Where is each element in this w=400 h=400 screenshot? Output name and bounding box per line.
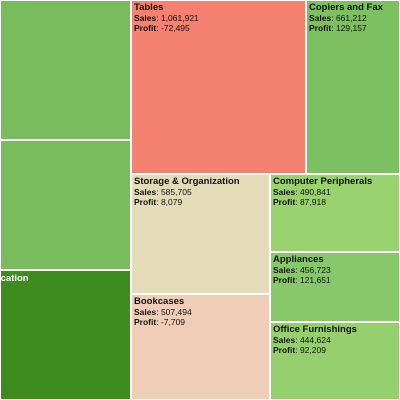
sales-label: Sales [134,13,157,23]
sales-separator: : [331,13,336,23]
profit-label: Profit [273,345,296,355]
tile-profit: Profit: -72,495 [134,23,303,33]
profit-value: -7,709 [160,317,186,327]
sales-value: 1,061,921 [160,13,199,23]
sales-label: Sales [273,265,296,275]
sales-value: 444,624 [299,335,331,345]
profit-label: Profit [273,197,296,207]
sales-separator: : [295,187,300,197]
sales-label: Sales [134,187,157,197]
sales-separator: : [295,265,300,275]
profit-separator: : [156,23,161,33]
sales-separator: : [156,187,161,197]
tile-profit: Profit: 8,079 [134,197,267,207]
tile-sales: Sales: 490,841 [273,187,397,197]
tile-sales: Sales: 456,723 [273,265,397,275]
sales-separator: : [156,13,161,23]
treemap-tile[interactable]: Bookcases Sales: 507,494 Profit: -7,709 [131,294,270,400]
tile-name: Computer Peripherals [273,176,373,187]
profit-label: Profit [134,23,157,33]
tile-sales: Sales: 585,705 [134,187,267,197]
sales-value: 456,723 [299,265,331,275]
tile-name: Office Furnishings [273,324,357,335]
tile-sales: Sales: 661,212 [309,13,397,23]
profit-separator: : [295,197,300,207]
tile-profit: Profit: -7,709 [134,317,267,327]
sales-separator: : [156,307,161,317]
sales-label: Sales [134,307,157,317]
treemap-tile[interactable]: Tables Sales: 1,061,921 Profit: -72,495 [131,0,306,174]
profit-label: Profit [273,275,296,285]
tile-profit: Profit: 121,651 [273,275,397,285]
treemap-tile[interactable]: ication [0,270,131,400]
profit-value: 92,209 [299,345,326,355]
profit-separator: : [295,345,300,355]
sales-value: 585,705 [160,187,192,197]
profit-value: 8,079 [160,197,183,207]
profit-separator: : [331,23,336,33]
tile-name: Storage & Organization [134,176,240,187]
tile-profit: Profit: 92,209 [273,345,397,355]
sales-value: 661,212 [335,13,367,23]
sales-value: 490,841 [299,187,331,197]
tile-name: Copiers and Fax [309,2,383,13]
tile-name: Tables [134,2,164,13]
treemap-tile[interactable]: Copiers and Fax Sales: 661,212 Profit: 129… [306,0,400,174]
sales-label: Sales [273,335,296,345]
sales-value: 507,494 [160,307,192,317]
profit-separator: : [156,197,161,207]
treemap-tile[interactable]: Computer Peripherals Sales: 490,841 Profit… [270,174,400,252]
profit-label: Profit [134,197,157,207]
treemap-tile[interactable]: Storage & Organization Sales: 585,705 Prof… [131,174,270,294]
tile-sales: Sales: 507,494 [134,307,267,317]
profit-separator: : [156,317,161,327]
profit-value: 87,918 [299,197,326,207]
sales-label: Sales [309,13,332,23]
tile-name: Bookcases [134,296,185,307]
tile-profit: Profit: 87,918 [273,197,397,207]
profit-value: -72,495 [160,23,190,33]
treemap-tile[interactable] [0,140,131,270]
treemap-tile[interactable] [0,0,131,140]
tile-name: Appliances [273,254,324,265]
profit-label: Profit [309,23,332,33]
tile-profit: Profit: 129,157 [309,23,397,33]
profit-separator: : [295,275,300,285]
tile-sales: Sales: 444,624 [273,335,397,345]
treemap-tile[interactable]: Appliances Sales: 456,723 Profit: 121,651 [270,252,400,322]
tile-sales: Sales: 1,061,921 [134,13,303,23]
sales-separator: : [295,335,300,345]
profit-label: Profit [134,317,157,327]
treemap-tile[interactable]: Office Furnishings Sales: 444,624 Profit: … [270,322,400,400]
profit-value: 121,651 [299,275,331,285]
sales-label: Sales [273,187,296,197]
tile-name: ication [0,273,29,284]
profit-value: 129,157 [335,23,367,33]
